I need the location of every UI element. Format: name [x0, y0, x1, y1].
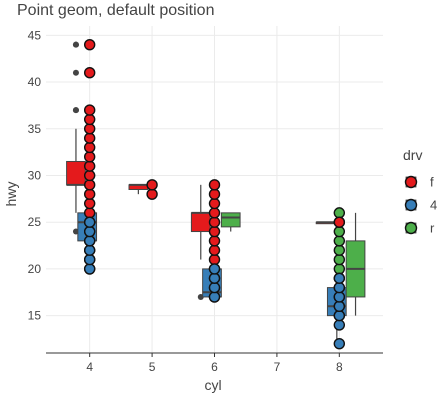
box-outlier: [72, 107, 79, 114]
box-outlier: [72, 69, 79, 76]
data-point: [83, 179, 96, 191]
y-tick-label: 15: [28, 309, 42, 323]
x-tick-label: 7: [274, 360, 281, 374]
box-outlier: [72, 41, 79, 48]
data-point: [333, 244, 346, 256]
data-point: [333, 337, 346, 350]
data-point: [208, 207, 221, 219]
data-point: [333, 263, 346, 275]
data-point: [208, 179, 221, 191]
data-point: [83, 123, 96, 135]
x-tick-label: 8: [336, 360, 343, 374]
data-point: [208, 225, 221, 238]
data-point: [208, 235, 221, 247]
legend-label: 4: [430, 198, 437, 213]
chart-title: Point geom, default position: [17, 2, 214, 19]
data-point: [333, 207, 346, 219]
data-point: [83, 160, 96, 172]
data-point: [333, 253, 346, 266]
data-point: [83, 169, 96, 182]
legend-label: r: [430, 221, 435, 236]
data-point: [333, 319, 346, 331]
data-point: [83, 235, 96, 247]
data-point: [333, 281, 346, 294]
data-point: [333, 216, 346, 228]
data-point: [83, 188, 96, 200]
data-point: [83, 216, 96, 228]
legend-key-point: [404, 175, 418, 189]
y-tick-label: 45: [28, 28, 42, 42]
data-point: [83, 151, 96, 163]
x-tick-label: 5: [149, 360, 156, 374]
data-point: [83, 38, 96, 51]
y-axis-ticks: 15 20 25 30 35 40 45: [28, 28, 42, 322]
box-rect: [220, 212, 241, 228]
data-point: [83, 104, 96, 116]
data-point: [146, 188, 158, 200]
y-tick-label: 20: [28, 262, 42, 276]
y-tick-label: 40: [28, 75, 42, 89]
legend-key-point: [404, 221, 418, 235]
data-point: [333, 272, 346, 284]
x-tick-label: 4: [86, 360, 93, 374]
y-axis-title: hwy: [3, 182, 19, 207]
data-point: [83, 67, 96, 79]
data-point: [333, 309, 346, 322]
data-point: [208, 216, 221, 228]
y-tick-label: 25: [28, 215, 42, 229]
data-point: [146, 179, 158, 191]
x-axis-ticks: 4 5 6 7 8: [86, 353, 343, 374]
data-point: [333, 225, 346, 238]
data-point: [333, 300, 346, 312]
data-point: [83, 244, 96, 256]
data-point: [208, 244, 221, 256]
y-tick-label: 30: [28, 168, 42, 182]
data-point: [83, 132, 96, 144]
data-point: [208, 281, 221, 294]
legend-key-point: [404, 198, 418, 212]
data-point: [333, 291, 346, 303]
data-point: [83, 263, 96, 275]
data-point: [83, 141, 96, 154]
grid: [46, 26, 383, 353]
x-axis-title: cyl: [204, 377, 221, 393]
data-point: [208, 272, 221, 284]
data-point: [208, 291, 221, 303]
data-point: [83, 253, 96, 266]
box-rect: [66, 160, 86, 186]
data-point: [83, 113, 96, 126]
legend-label: f: [430, 175, 434, 190]
legend: drv f 4 r: [400, 147, 437, 239]
data-point: [208, 188, 221, 200]
data-point: [208, 197, 221, 210]
data-point: [83, 225, 96, 238]
data-point: [83, 197, 96, 210]
data-point: [208, 253, 221, 266]
x-tick-label: 6: [211, 360, 218, 374]
data-point: [208, 263, 221, 275]
legend-title: drv: [403, 147, 422, 163]
point-layer: [83, 38, 346, 350]
y-tick-label: 35: [28, 122, 42, 136]
data-point: [333, 235, 346, 247]
data-point: [83, 207, 96, 219]
box-rect: [190, 212, 211, 233]
